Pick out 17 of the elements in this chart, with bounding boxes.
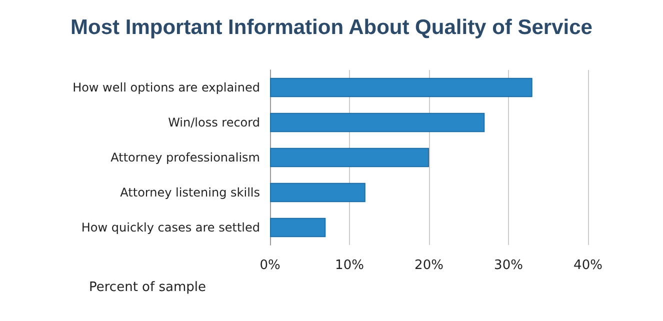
y-tick-label: Attorney professionalism [110, 150, 260, 164]
x-tick-label: 20% [414, 258, 444, 273]
y-tick-label: How well options are explained [72, 80, 260, 94]
x-tick-label: 0% [260, 258, 280, 273]
bar [270, 218, 326, 238]
bar [270, 148, 429, 168]
x-tick-label: 40% [574, 258, 602, 273]
bar [270, 182, 366, 202]
bar [270, 78, 532, 98]
y-tick-label: How quickly cases are settled [81, 220, 260, 234]
y-tick-label: Attorney listening skills [120, 186, 260, 200]
bar [270, 112, 485, 132]
x-tick-label: 30% [494, 258, 523, 273]
x-tick-label: 10% [335, 258, 364, 273]
y-tick-label: Win/loss record [168, 116, 260, 130]
chart-title: Most Important Information About Quality of Service [70, 16, 592, 39]
x-axis-title: Percent of sample [89, 280, 206, 295]
